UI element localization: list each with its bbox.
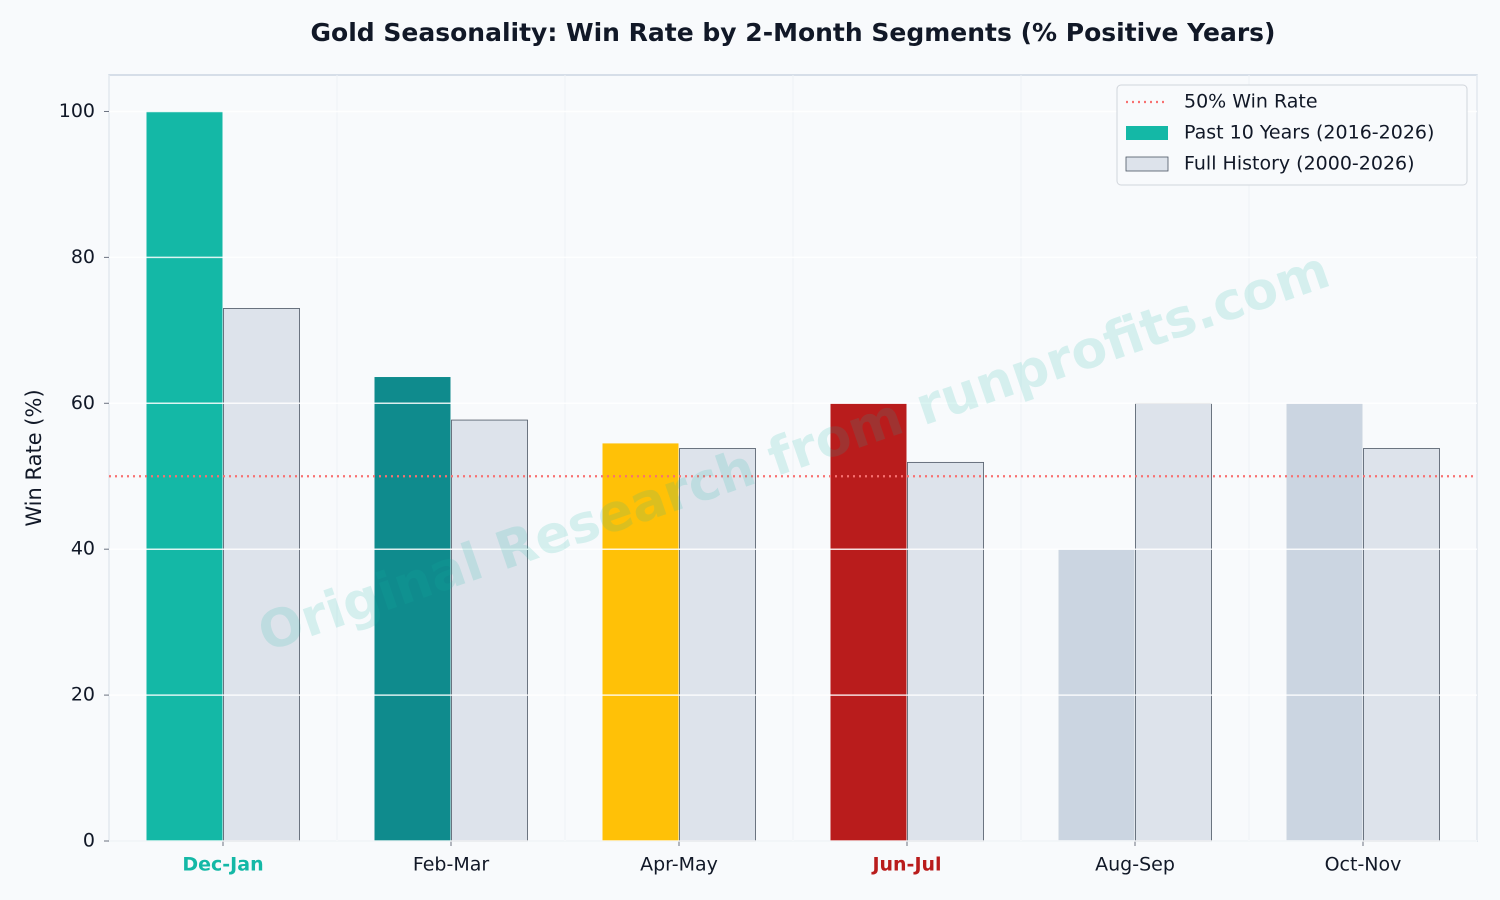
bar (1286, 403, 1363, 841)
y-tick-label: 60 (71, 392, 95, 414)
bar (679, 448, 756, 842)
bar (907, 461, 984, 842)
bar (830, 403, 907, 841)
x-tick-label: Oct-Nov (1325, 854, 1402, 876)
y-tick-label: 40 (71, 538, 95, 560)
bar (1363, 448, 1440, 842)
x-tick-label: Feb-Mar (413, 854, 490, 876)
legend-label: Full History (2000-2026) (1184, 153, 1415, 175)
x-tick-label: Aug-Sep (1095, 854, 1175, 876)
y-tick-label: 0 (83, 830, 95, 852)
legend-swatch (1126, 126, 1168, 140)
y-tick-label: 80 (71, 246, 95, 268)
x-tick-label: Jun-Jul (870, 854, 941, 876)
x-tick-label: Apr-May (640, 854, 718, 876)
bar (1135, 402, 1212, 842)
y-tick-label: 100 (59, 100, 95, 122)
legend-label: Past 10 Years (2016-2026) (1184, 122, 1434, 144)
bar (602, 443, 679, 841)
chart-title: Gold Seasonality: Win Rate by 2-Month Se… (311, 18, 1276, 47)
bar (451, 419, 528, 842)
bar (374, 377, 451, 841)
legend-box (1116, 84, 1468, 186)
y-axis-label: Win Rate (%) (22, 389, 46, 526)
bar (146, 111, 223, 841)
y-tick-label: 20 (71, 684, 95, 706)
x-tick-label: Dec-Jan (182, 854, 263, 876)
bar (223, 308, 300, 842)
legend-swatch (1125, 156, 1169, 172)
legend-label: 50% Win Rate (1184, 91, 1318, 113)
